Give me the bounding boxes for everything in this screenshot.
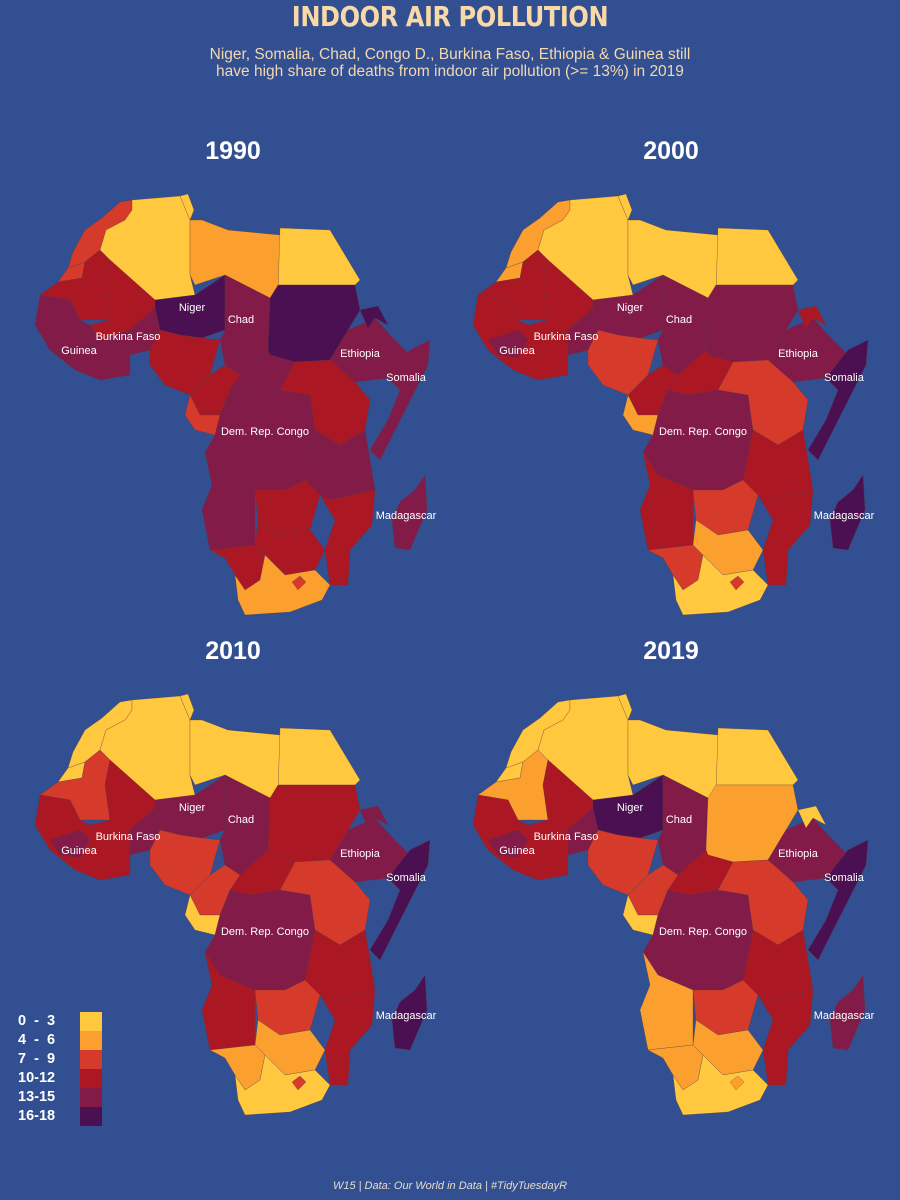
country-somalia — [369, 839, 431, 961]
country-label-somalia: Somalia — [386, 372, 427, 384]
country-label-ethiopia: Ethiopia — [340, 848, 381, 860]
country-mozambique — [319, 989, 376, 1086]
country-horn-eritrea — [359, 305, 389, 329]
country-label-niger: Niger — [617, 802, 644, 814]
country-madagascar — [391, 974, 428, 1051]
country-south-africa — [672, 554, 769, 616]
country-lesotho — [729, 1075, 745, 1091]
country-label-niger: Niger — [617, 302, 644, 314]
subtitle-line-2: have high share of deaths from indoor ai… — [216, 63, 684, 80]
legend-label: 0 - 3 — [18, 1013, 56, 1029]
legend-swatch — [80, 1050, 102, 1069]
country-label-burkina-faso: Burkina Faso — [96, 831, 161, 843]
country-guinea — [487, 329, 529, 359]
country-label-niger: Niger — [179, 302, 206, 314]
map-2019: Niger Chad Burkina Faso Guinea Ethiopia Somal… — [472, 693, 875, 1116]
country-south-africa — [234, 554, 331, 616]
country-label-somalia: Somalia — [386, 872, 427, 884]
page-title: INDOOR AIR POLLUTION — [291, 0, 609, 33]
country-south-africa — [234, 1054, 331, 1116]
legend-swatch — [80, 1107, 102, 1126]
country-label-guinea: Guinea — [499, 845, 535, 857]
country-label-somalia: Somalia — [824, 872, 865, 884]
country-label-chad: Chad — [228, 814, 254, 826]
country-label-dem-rep-congo: Dem. Rep. Congo — [659, 926, 747, 938]
country-label-madagascar: Madagascar — [376, 510, 437, 522]
country-horn-eritrea — [797, 305, 827, 329]
country-tunisia — [179, 193, 195, 221]
panel-title-2019: 2019 — [643, 637, 699, 665]
panel-title-2000: 2000 — [643, 137, 699, 165]
country-tunisia — [179, 693, 195, 721]
country-madagascar — [829, 974, 866, 1051]
country-label-madagascar: Madagascar — [814, 1010, 875, 1022]
caption: W15 | Data: Our World in Data | #TidyTue… — [332, 1180, 568, 1192]
country-somalia — [369, 339, 431, 461]
country-label-burkina-faso: Burkina Faso — [534, 831, 599, 843]
country-mozambique — [319, 489, 376, 586]
country-horn-eritrea — [359, 805, 389, 829]
country-madagascar — [391, 474, 428, 551]
country-label-somalia: Somalia — [824, 372, 865, 384]
country-label-chad: Chad — [228, 314, 254, 326]
country-label-ethiopia: Ethiopia — [778, 848, 819, 860]
legend-swatch — [80, 1069, 102, 1088]
country-label-guinea: Guinea — [499, 345, 535, 357]
country-label-madagascar: Madagascar — [814, 510, 875, 522]
legend-swatch — [80, 1031, 102, 1050]
country-label-ethiopia: Ethiopia — [778, 348, 819, 360]
country-lesotho — [729, 575, 745, 591]
country-label-burkina-faso: Burkina Faso — [534, 331, 599, 343]
subtitle-line-1: Niger, Somalia, Chad, Congo D., Burkina … — [209, 46, 691, 63]
legend-label: 13-15 — [18, 1089, 56, 1105]
country-label-ethiopia: Ethiopia — [340, 348, 381, 360]
subtitle: Niger, Somalia, Chad, Congo D., Burkina … — [0, 46, 900, 80]
legend-label: 16-18 — [18, 1108, 56, 1124]
country-somalia — [807, 339, 869, 461]
country-label-dem-rep-congo: Dem. Rep. Congo — [659, 426, 747, 438]
panel-title-1990: 1990 — [205, 137, 261, 165]
country-label-burkina-faso: Burkina Faso — [96, 331, 161, 343]
legend-label: 7 - 9 — [18, 1051, 56, 1067]
legend-swatch — [80, 1088, 102, 1107]
legend-swatch — [80, 1012, 102, 1031]
legend-label: 4 - 6 — [18, 1032, 56, 1048]
country-south-africa — [672, 1054, 769, 1116]
country-tunisia — [617, 193, 633, 221]
country-guinea — [49, 829, 91, 859]
country-label-guinea: Guinea — [61, 845, 97, 857]
map-1990: Niger Chad Burkina Faso Guinea Ethiopia Somal… — [34, 193, 437, 616]
country-horn-eritrea — [797, 805, 827, 829]
country-guinea — [487, 829, 529, 859]
country-label-guinea: Guinea — [61, 345, 97, 357]
country-mozambique — [757, 489, 814, 586]
country-label-chad: Chad — [666, 314, 692, 326]
country-somalia — [807, 839, 869, 961]
country-label-madagascar: Madagascar — [376, 1010, 437, 1022]
country-label-niger: Niger — [179, 802, 206, 814]
legend-label: 10-12 — [18, 1070, 56, 1086]
map-2000: Niger Chad Burkina Faso Guinea Ethiopia Somal… — [472, 193, 875, 616]
country-tunisia — [617, 693, 633, 721]
country-label-dem-rep-congo: Dem. Rep. Congo — [221, 426, 309, 438]
country-label-dem-rep-congo: Dem. Rep. Congo — [221, 926, 309, 938]
country-label-chad: Chad — [666, 814, 692, 826]
panel-title-2010: 2010 — [205, 637, 261, 665]
country-lesotho — [291, 1075, 307, 1091]
country-guinea — [49, 329, 91, 359]
country-lesotho — [291, 575, 307, 591]
country-madagascar — [829, 474, 866, 551]
country-mozambique — [757, 989, 814, 1086]
map-2010: Niger Chad Burkina Faso Guinea Ethiopia Somal… — [34, 693, 437, 1116]
